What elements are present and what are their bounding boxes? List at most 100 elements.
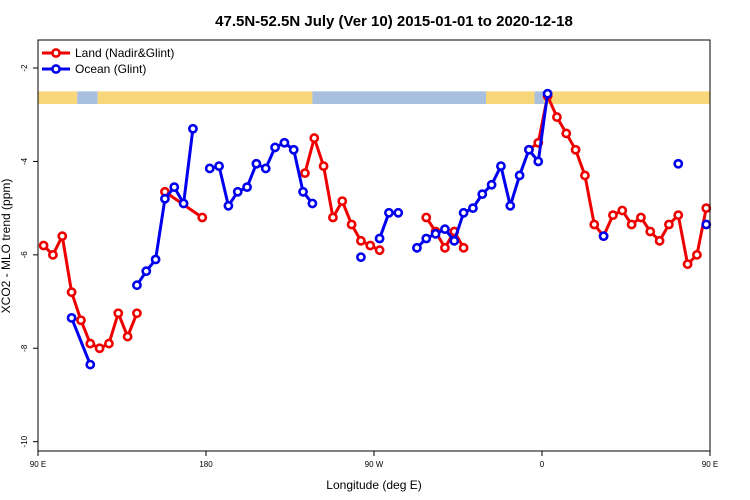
data-point <box>701 203 712 214</box>
band-segment <box>312 91 486 104</box>
data-point <box>66 287 77 298</box>
band-segment <box>486 91 535 104</box>
x-tick-label: 90 E <box>702 460 718 469</box>
data-point <box>337 196 348 207</box>
data-point <box>85 359 96 370</box>
data-point <box>328 212 338 223</box>
data-point <box>346 219 357 230</box>
data-point <box>421 212 432 223</box>
x-tick-label: 180 <box>199 460 213 469</box>
data-point <box>288 144 299 155</box>
data-point <box>692 249 702 260</box>
band-segment <box>543 91 710 104</box>
data-point <box>85 338 96 349</box>
y-tick-label: -10 <box>20 435 29 447</box>
series-ocean <box>66 88 712 370</box>
data-point <box>141 266 152 277</box>
data-point <box>486 179 497 190</box>
data-point <box>412 242 422 253</box>
data-point <box>160 193 170 204</box>
data-point <box>242 182 252 193</box>
y-tick-label: -4 <box>20 157 29 165</box>
data-point <box>94 343 105 354</box>
data-point <box>76 315 86 326</box>
data-point <box>150 254 161 265</box>
band-segment <box>97 91 313 104</box>
data-point <box>458 207 469 218</box>
x-tick-label: 0 <box>540 460 545 469</box>
data-point <box>598 231 609 242</box>
series-line <box>209 141 314 208</box>
legend-label: Ocean (Glint) <box>75 62 146 76</box>
data-point <box>197 212 208 223</box>
data-point <box>701 219 712 230</box>
data-point <box>514 170 525 181</box>
y-axis-label: XCO2 - MLO trend (ppm) <box>0 179 13 314</box>
data-point <box>260 163 271 174</box>
x-tick-label: 90 W <box>365 460 384 469</box>
y-tick-label: -2 <box>20 64 29 72</box>
series-line <box>42 234 139 350</box>
data-point <box>636 212 646 223</box>
data-point <box>178 198 189 209</box>
data-point <box>309 133 320 143</box>
data-point <box>122 331 133 342</box>
data-point <box>673 210 684 221</box>
data-point <box>580 170 590 181</box>
legend-item: Land (Nadir&Glint) <box>42 46 174 60</box>
data-point <box>384 207 394 218</box>
x-axis-label: Longitude (deg E) <box>326 478 421 492</box>
y-tick-label: -8 <box>20 344 29 352</box>
data-point <box>374 245 385 256</box>
data-point <box>104 338 114 349</box>
band-segment <box>38 91 78 104</box>
series-layer <box>38 88 712 370</box>
data-point <box>458 242 469 253</box>
legend-marker <box>51 48 61 58</box>
data-point <box>300 168 310 179</box>
data-point <box>496 161 506 172</box>
data-point <box>477 189 488 200</box>
band-segment <box>534 91 544 104</box>
data-point <box>66 312 77 323</box>
data-point <box>608 210 618 221</box>
series-land <box>38 91 712 354</box>
data-point <box>542 88 553 99</box>
series-line <box>303 136 381 252</box>
data-point <box>421 233 432 244</box>
data-point <box>279 137 290 148</box>
data-point <box>673 158 684 169</box>
legend-item: Ocean (Glint) <box>42 62 146 76</box>
data-point <box>204 163 215 174</box>
series-line <box>415 93 550 249</box>
data-point <box>645 226 656 237</box>
data-point <box>524 144 534 155</box>
land-ocean-band <box>38 91 710 104</box>
data-point <box>132 280 142 291</box>
legend: Land (Nadir&Glint) Ocean (Glint) <box>42 46 174 76</box>
band-segment <box>77 91 98 104</box>
data-point <box>307 198 318 209</box>
data-point <box>440 224 450 235</box>
data-point <box>664 219 674 230</box>
data-point <box>232 186 243 197</box>
legend-label: Land (Nadir&Glint) <box>75 46 174 60</box>
series-line <box>70 317 92 366</box>
data-point <box>113 308 124 319</box>
data-point <box>38 240 49 251</box>
data-point <box>214 161 224 172</box>
x-axis: 90 E 180 90 W 0 90 E <box>30 451 718 469</box>
data-point <box>365 240 376 251</box>
data-point <box>430 228 441 239</box>
data-point <box>374 233 385 244</box>
chart-title: 47.5N-52.5N July (Ver 10) 2015-01-01 to … <box>215 13 573 30</box>
data-point <box>251 158 262 169</box>
data-point <box>356 235 366 246</box>
data-point <box>132 308 142 319</box>
data-point <box>570 144 581 155</box>
data-point <box>298 186 308 197</box>
legend-marker <box>51 64 61 74</box>
data-point <box>356 252 366 263</box>
y-axis: -2 -4 -6 -8 -10 <box>20 64 38 447</box>
